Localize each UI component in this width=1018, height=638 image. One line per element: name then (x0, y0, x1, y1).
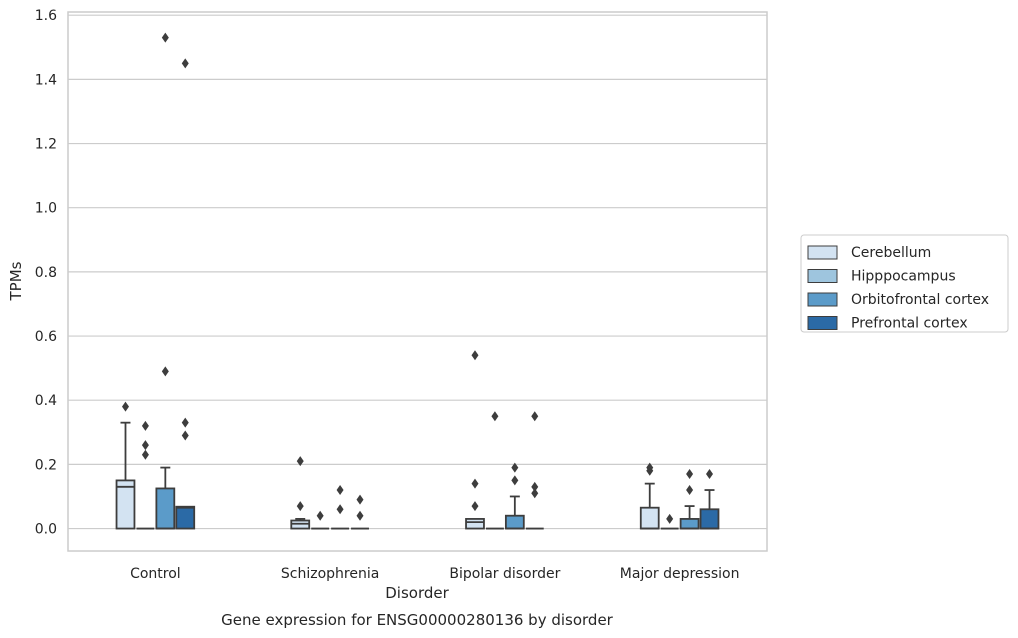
box-group (485, 411, 504, 530)
legend: Cerebellum Hipppocampus Orbitofrontal cort… (800, 234, 1009, 333)
legend-items: Cerebellum Hipppocampus Orbitofrontal cort… (807, 245, 989, 332)
outlier-point (121, 401, 129, 412)
outlier-point (141, 449, 149, 460)
outlier-point (316, 510, 324, 521)
x-tick-label: Major depression (620, 566, 740, 582)
outlier-point (356, 494, 364, 505)
outlier-point (181, 417, 189, 428)
x-tick-labels: Control Schizophrenia Bipolar disorder Majo… (130, 566, 739, 582)
box-group (699, 469, 720, 530)
y-tick-label: 1.6 (35, 8, 57, 24)
outlier-point (141, 420, 149, 431)
box-group (155, 32, 176, 530)
box (175, 505, 196, 530)
outlier-point (181, 430, 189, 441)
outlier-point (666, 513, 674, 524)
outlier-point (161, 32, 169, 43)
y-tick-label: 0.4 (35, 393, 57, 409)
box-group (311, 510, 330, 530)
box-group (504, 462, 525, 530)
y-tick-label: 0.0 (35, 522, 57, 538)
box-group (525, 411, 544, 530)
y-axis-title: TPMs (7, 261, 25, 301)
legend-label: Cerebellum (851, 245, 931, 261)
plot-frame (67, 11, 768, 552)
box-group (660, 513, 679, 530)
y-tick-label: 0.2 (35, 457, 57, 473)
outlier-point (471, 501, 479, 512)
box (679, 518, 700, 530)
box-group (679, 469, 700, 530)
legend-label: Hipppocampus (851, 269, 956, 285)
box-group (351, 494, 369, 530)
legend-swatch (807, 245, 838, 260)
outlier-point (141, 440, 149, 451)
y-tick-label: 0.6 (35, 329, 57, 345)
outlier-point (531, 488, 539, 499)
legend-label: Orbitofrontal cortex (851, 292, 989, 308)
box (699, 508, 720, 530)
chart-caption: Gene expression for ENSG00000280136 by d… (221, 611, 614, 629)
outlier-point (511, 475, 519, 486)
outlier-point (471, 478, 479, 489)
x-tick-label: Bipolar disorder (449, 566, 560, 582)
outlier-point (296, 501, 304, 512)
outlier-point (646, 462, 654, 473)
box-group (331, 485, 350, 530)
x-tick-label: Schizophrenia (281, 566, 379, 582)
outlier-point (296, 456, 304, 467)
box-group (115, 401, 136, 530)
box-group (136, 420, 155, 530)
box-group (465, 350, 485, 530)
x-tick-label: Control (130, 566, 181, 582)
legend-frame (800, 234, 1009, 333)
grid-lines (68, 14, 767, 530)
box (155, 487, 176, 530)
box-group (290, 456, 311, 530)
outlier-point (336, 504, 344, 515)
y-tick-label: 1.2 (35, 137, 57, 153)
y-tick-label: 1.4 (35, 72, 57, 88)
y-tick-label: 1.0 (35, 201, 57, 217)
box (465, 518, 485, 530)
legend-label: Prefrontal cortex (851, 316, 968, 332)
box (504, 514, 525, 530)
legend-swatch (807, 269, 838, 283)
box (115, 479, 136, 530)
boxes-layer (115, 32, 720, 530)
box-group (175, 58, 196, 530)
outlier-point (161, 366, 169, 377)
outlier-point (686, 469, 694, 479)
outlier-point (531, 411, 539, 422)
outlier-point (686, 485, 694, 496)
outlier-point (531, 481, 539, 492)
box-group (639, 462, 660, 530)
legend-swatch (807, 316, 838, 330)
outlier-point (336, 485, 344, 496)
y-tick-labels: 0.0 0.2 0.4 0.6 0.8 1.0 1.2 1.4 1.6 (35, 8, 57, 537)
outlier-point (181, 58, 189, 69)
box (639, 506, 660, 530)
plot-background (68, 12, 767, 551)
y-tick-label: 0.8 (35, 265, 57, 281)
x-axis-title: Disorder (385, 584, 449, 602)
outlier-point (706, 469, 714, 479)
outlier-point (471, 350, 479, 361)
outlier-point (491, 411, 499, 422)
legend-swatch (807, 292, 838, 307)
outlier-point (356, 510, 364, 521)
outlier-point (511, 462, 519, 473)
